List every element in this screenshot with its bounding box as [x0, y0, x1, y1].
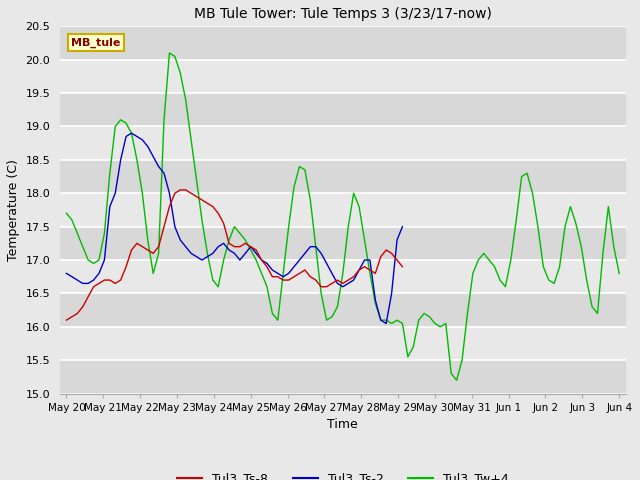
X-axis label: Time: Time — [328, 418, 358, 431]
Y-axis label: Temperature (C): Temperature (C) — [7, 159, 20, 261]
Bar — [60, 60, 626, 93]
Bar — [60, 26, 626, 60]
Text: MB_tule: MB_tule — [71, 37, 121, 48]
Bar — [60, 293, 626, 327]
Title: MB Tule Tower: Tule Temps 3 (3/23/17-now): MB Tule Tower: Tule Temps 3 (3/23/17-now… — [194, 7, 492, 21]
Bar — [60, 360, 626, 394]
Bar — [60, 126, 626, 160]
Bar — [60, 160, 626, 193]
Bar — [60, 93, 626, 126]
Legend: Tul3_Ts-8, Tul3_Ts-2, Tul3_Tw+4: Tul3_Ts-8, Tul3_Ts-2, Tul3_Tw+4 — [172, 467, 514, 480]
Bar — [60, 327, 626, 360]
Bar — [60, 227, 626, 260]
Bar — [60, 193, 626, 227]
Bar — [60, 260, 626, 293]
